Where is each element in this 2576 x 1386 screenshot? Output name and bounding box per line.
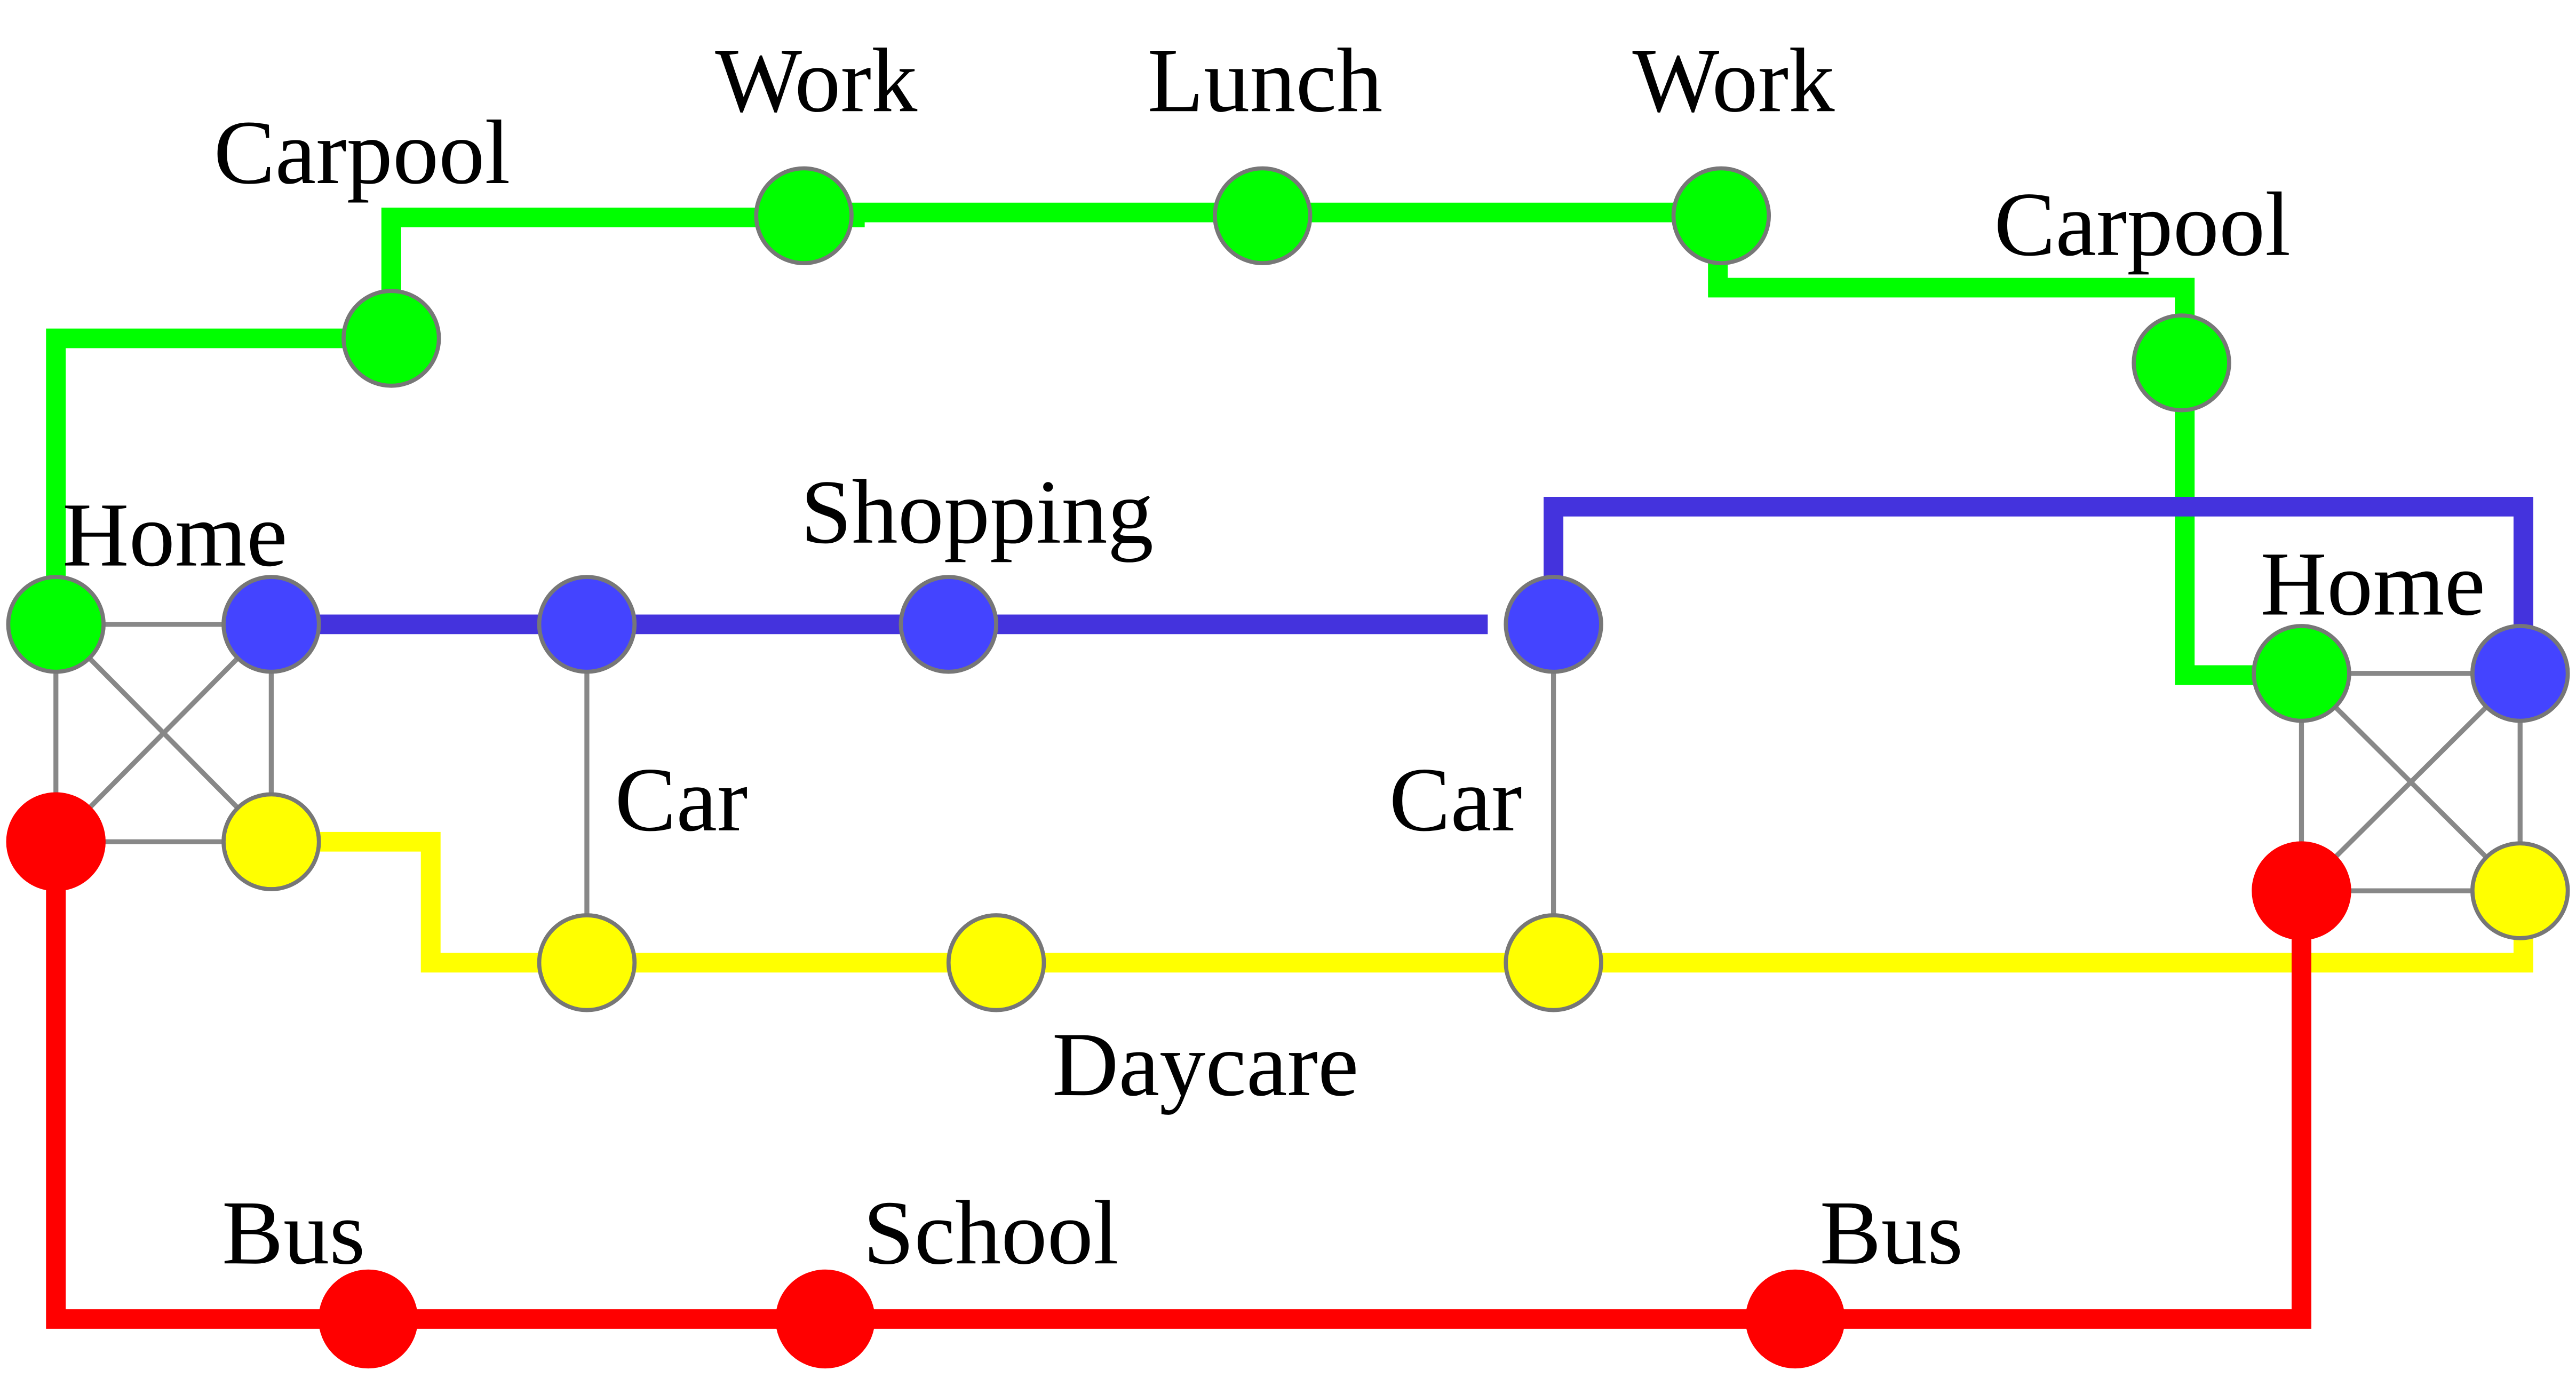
label-school: School xyxy=(863,1183,1119,1284)
node-green-carpool-1 xyxy=(341,289,441,388)
node-green-home-right xyxy=(2252,624,2351,723)
label-lunch: Lunch xyxy=(1148,30,1383,131)
node-red-bus-2 xyxy=(1745,1269,1845,1369)
label-bus-1: Bus xyxy=(222,1183,365,1284)
node-blue-home-right xyxy=(2470,624,2570,723)
label-work-2: Work xyxy=(1632,30,1835,131)
node-green-work-1 xyxy=(754,166,854,265)
label-home-right: Home xyxy=(2260,534,2485,635)
label-work-1: Work xyxy=(715,30,918,131)
label-daycare: Daycare xyxy=(1052,1014,1359,1115)
node-yellow-home-right xyxy=(2470,841,2570,940)
node-green-home-left xyxy=(6,575,106,674)
link-left-diag-2 xyxy=(54,622,273,844)
label-home-left: Home xyxy=(62,485,288,585)
label-car-2: Car xyxy=(1389,749,1522,850)
labels: Carpool Work Lunch Work Carpool Home Sho… xyxy=(62,30,2485,1284)
node-blue-home-left xyxy=(221,575,321,674)
node-green-lunch xyxy=(1213,166,1313,265)
node-blue-shopping xyxy=(899,575,998,674)
node-red-home-right xyxy=(2252,841,2351,940)
green-route xyxy=(46,202,2302,685)
node-yellow-home-left xyxy=(221,792,321,891)
node-yellow-car-1 xyxy=(537,913,637,1012)
node-red-home-left xyxy=(6,792,106,891)
link-right-diag-2 xyxy=(2300,671,2522,893)
label-shopping: Shopping xyxy=(800,462,1154,563)
node-green-carpool-2 xyxy=(2132,313,2231,413)
node-red-school xyxy=(775,1269,875,1369)
label-bus-2: Bus xyxy=(1820,1183,1963,1284)
label-car-1: Car xyxy=(615,749,748,850)
node-red-bus-1 xyxy=(318,1269,418,1369)
node-green-work-2 xyxy=(1671,166,1771,265)
label-carpool-1: Carpool xyxy=(214,102,511,203)
node-yellow-daycare xyxy=(946,913,1046,1012)
nodes xyxy=(6,166,2570,1369)
label-carpool-2: Carpool xyxy=(1994,174,2291,275)
node-yellow-car-2 xyxy=(1504,913,1603,1012)
blue-route-right xyxy=(1544,497,2533,674)
node-blue-car-2 xyxy=(1504,575,1603,674)
red-route xyxy=(46,842,2311,1329)
node-blue-car-1 xyxy=(537,575,637,674)
